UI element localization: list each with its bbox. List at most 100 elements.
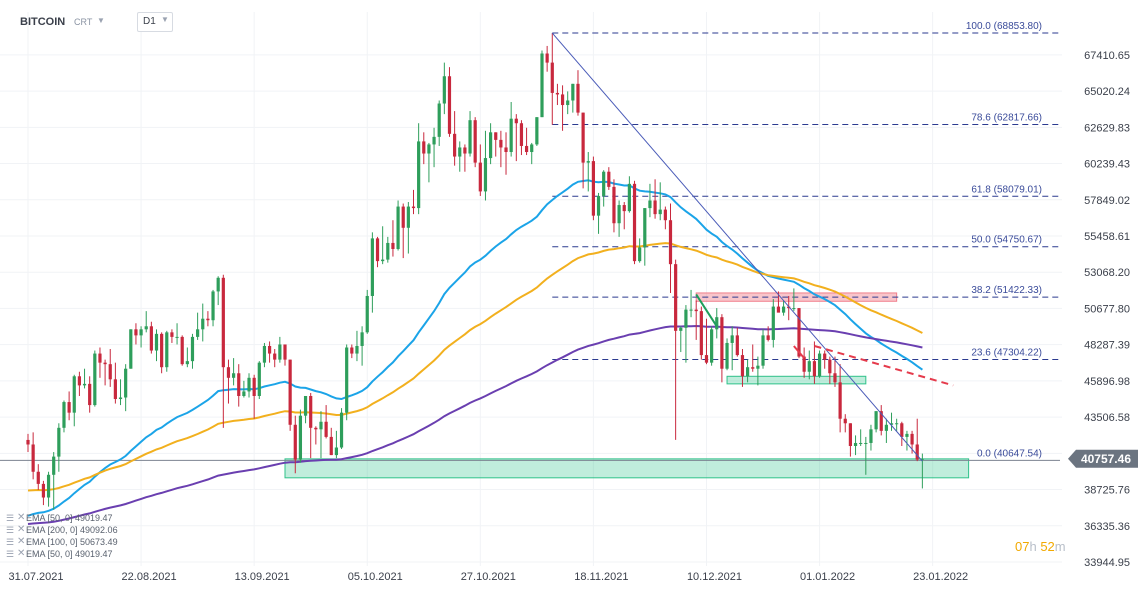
timer-h-unit: h <box>1029 539 1037 554</box>
candle-body <box>247 377 251 392</box>
candle-body <box>375 238 380 262</box>
candle-body <box>668 220 673 265</box>
candle-body <box>350 347 354 354</box>
fib-label: 61.8 (58079.01) <box>971 184 1042 195</box>
candle-body <box>689 309 693 311</box>
candle-body <box>154 333 159 351</box>
candle-body <box>766 335 770 340</box>
candle-body <box>401 206 405 228</box>
legend-label: EMA [100, 0] 50673.49 <box>26 537 118 547</box>
candle-body <box>175 336 179 338</box>
candle-body <box>26 439 30 445</box>
candle-body <box>57 427 61 457</box>
candle-body <box>139 329 143 336</box>
candle-body <box>309 395 313 428</box>
list-icon[interactable]: ☰ <box>6 512 15 523</box>
fib-label: 50.0 (54750.67) <box>971 235 1042 246</box>
candle-body <box>607 171 611 187</box>
candle-body <box>108 364 112 380</box>
candle-body <box>792 308 796 310</box>
candle-body <box>725 342 729 369</box>
candle-body <box>884 424 888 431</box>
candle-body <box>853 442 858 446</box>
candle-body <box>545 53 549 63</box>
candle-body <box>273 353 277 360</box>
candle-body <box>812 361 817 377</box>
candle-body <box>699 311 703 356</box>
candle-body <box>483 158 488 192</box>
drawings <box>551 32 954 462</box>
close-icon[interactable]: ✕ <box>17 524 26 535</box>
candle-body <box>339 412 344 448</box>
candle-body <box>196 329 200 337</box>
candle-body <box>555 92 560 95</box>
close-icon[interactable]: ✕ <box>17 548 26 559</box>
candle-body <box>93 353 97 406</box>
candle-body <box>427 144 431 154</box>
candle-body <box>36 471 40 484</box>
legend-item[interactable]: ☰ ✕ EMA [50, 0] 49019.47 <box>6 512 118 524</box>
candle-body <box>303 395 308 416</box>
candle-body <box>905 433 909 437</box>
candle-body <box>802 356 806 372</box>
candle-body <box>833 373 837 383</box>
close-icon[interactable]: ✕ <box>17 512 26 523</box>
candle-body <box>638 247 642 262</box>
y-tick-label: 45896.98 <box>1084 376 1130 388</box>
symbol-name[interactable]: BITCOIN <box>20 16 66 28</box>
legend-label: EMA [200, 0] 49092.06 <box>26 525 118 535</box>
candle-body <box>314 427 318 430</box>
trend-line <box>551 32 923 462</box>
candle-body <box>267 345 272 354</box>
x-tick-label: 01.01.2022 <box>800 571 855 583</box>
candle-body <box>355 345 359 354</box>
candle-body <box>864 442 868 444</box>
candle-body <box>82 383 87 386</box>
candle-body <box>751 367 755 369</box>
candle-body <box>710 329 714 363</box>
candle-body <box>447 76 452 134</box>
candle-body <box>319 421 323 430</box>
candle-body <box>843 418 847 424</box>
candle-body <box>165 332 169 368</box>
legend-item[interactable]: ☰ ✕ EMA [200, 0] 49092.06 <box>6 524 118 536</box>
y-tick-label: 50677.80 <box>1084 303 1130 315</box>
list-icon[interactable]: ☰ <box>6 524 15 535</box>
candle-body <box>776 306 781 313</box>
candle-body <box>370 238 374 296</box>
candle-body <box>288 359 292 425</box>
chevron-down-icon[interactable]: ▼ <box>97 16 105 25</box>
list-icon[interactable]: ☰ <box>6 548 15 559</box>
candle-body <box>889 423 894 425</box>
x-tick-label: 05.10.2021 <box>348 571 403 583</box>
candle-body <box>422 141 426 154</box>
source-label[interactable]: CRT <box>74 17 93 27</box>
candle-body <box>499 139 503 148</box>
candle-body <box>900 423 904 437</box>
list-icon[interactable]: ☰ <box>6 536 15 547</box>
trend-projection <box>814 345 954 387</box>
close-icon[interactable]: ✕ <box>17 536 26 547</box>
gridlines <box>0 12 1062 566</box>
candle-body <box>77 376 81 386</box>
y-tick-label: 43506.58 <box>1084 412 1130 424</box>
y-tick-label: 36335.36 <box>1084 521 1130 533</box>
candle-timer: 07h 52m <box>1015 539 1066 554</box>
candle-body <box>257 362 261 396</box>
x-tick-label: 13.09.2021 <box>235 571 290 583</box>
candle-body <box>596 195 601 216</box>
ema-50-line <box>27 179 923 517</box>
legend-item[interactable]: ☰ ✕ EMA [50, 0] 49019.47 <box>6 548 118 560</box>
candle-body <box>67 402 71 413</box>
legend-item[interactable]: ☰ ✕ EMA [100, 0] 50673.49 <box>6 536 118 548</box>
timeframe-select[interactable]: D1 ▼ <box>137 12 173 32</box>
candle-body <box>648 200 652 209</box>
candle-body <box>704 355 709 363</box>
candle-body <box>216 277 220 292</box>
candle-body <box>411 206 416 209</box>
chart-toolbar: BITCOIN CRT ▼ D1 ▼ <box>0 0 1140 40</box>
candle-body <box>432 136 436 145</box>
current-price-label: 40757.46 <box>1081 452 1131 466</box>
